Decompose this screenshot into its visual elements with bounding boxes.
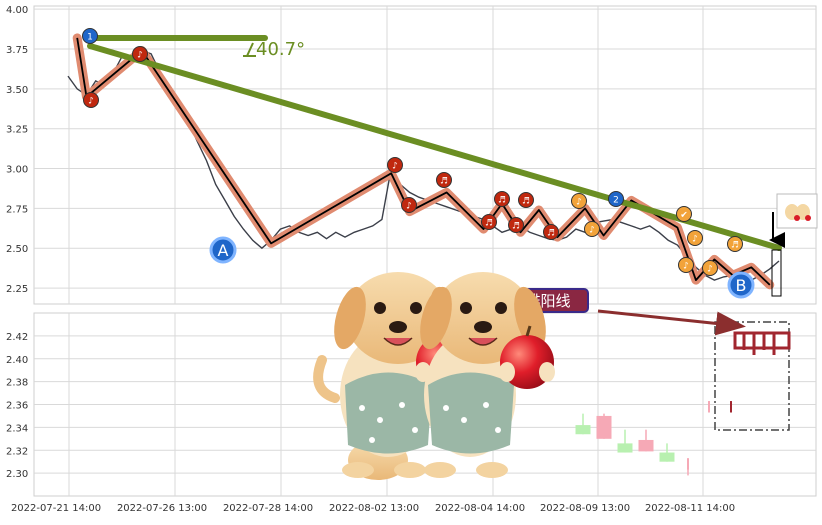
wave-marker-glyph: 2 — [613, 196, 619, 206]
y-tick-label-bottom: 2.42 — [6, 332, 28, 343]
puppy-illustration — [313, 272, 555, 480]
wave-marker-glyph: ♬ — [498, 196, 506, 206]
wave-marker-glyph: ♪ — [707, 265, 713, 275]
wave-marker-glyph: ♬ — [440, 177, 448, 187]
x-tick-label: 2022-07-21 14:00 — [11, 503, 101, 514]
y-tick-label-bottom: 2.30 — [6, 469, 28, 480]
x-axis-ticks: 2022-07-21 14:00 2022-07-26 13:00 2022-07-… — [11, 503, 735, 514]
wave-point-marker: ♪ — [584, 221, 600, 237]
wave-marker-glyph: ♪ — [406, 202, 412, 212]
wave-point-marker: ♬ — [481, 214, 497, 230]
wave-marker-glyph: ♪ — [88, 97, 94, 107]
candle — [575, 413, 591, 435]
wave-marker-glyph: B — [736, 276, 747, 295]
wave-point-marker: ♬ — [508, 217, 524, 233]
y-tick-label-top: 3.75 — [6, 45, 28, 56]
wave-point-marker: ♪ — [387, 157, 403, 173]
wave-marker-glyph: ♪ — [137, 51, 143, 61]
wave-point-marker: ♪ — [702, 260, 718, 276]
y-tick-label-top: 3.00 — [6, 165, 28, 176]
y-tick-label-top: 2.25 — [6, 284, 28, 295]
x-tick-label: 2022-08-09 13:00 — [540, 503, 630, 514]
annotation-box — [714, 321, 790, 431]
wave-marker-glyph: ♪ — [589, 226, 595, 236]
wave-label-marker: B — [727, 271, 755, 299]
wave-marker-glyph: ♬ — [547, 229, 555, 239]
wave-point-marker: ♪ — [83, 92, 99, 108]
trend-line — [87, 43, 782, 251]
wave-marker-glyph: ♬ — [512, 222, 520, 232]
wave-point-marker: ♪ — [687, 230, 703, 246]
angle-annotation: 40.7° — [256, 39, 305, 60]
wave-point-marker: ♬ — [727, 236, 743, 252]
x-tick-label: 2022-07-28 14:00 — [223, 503, 313, 514]
wave-marker-glyph: 1 — [87, 33, 93, 43]
candle-body — [575, 425, 591, 435]
wave-marker-glyph: ♬ — [731, 241, 739, 251]
price-y-ticks: 4.00 3.75 3.50 3.25 3.00 2.75 2.50 2.25 — [6, 5, 28, 295]
candle-body — [659, 452, 675, 462]
y-tick-label-top: 2.75 — [6, 204, 28, 215]
wave-point-marker: ♬ — [494, 191, 510, 207]
wave-point-marker: ♬ — [543, 224, 559, 240]
candle — [596, 413, 612, 439]
candle-body — [596, 415, 612, 439]
candle-body — [708, 401, 710, 413]
x-tick-label: 2022-08-02 13:00 — [329, 503, 419, 514]
wave-point-marker: ✔ — [676, 206, 692, 222]
y-tick-label-bottom: 2.36 — [6, 401, 28, 412]
candle — [659, 443, 675, 462]
wave-marker-glyph: ✔ — [680, 211, 688, 221]
y-tick-label-top: 4.00 — [6, 5, 28, 16]
price-range-box — [771, 249, 782, 297]
candlesticks — [575, 401, 732, 476]
price-panel-frame — [33, 5, 817, 305]
candle — [617, 429, 633, 453]
wave-point-marker: ♬ — [518, 192, 534, 208]
wave-point-marker: ♪ — [401, 197, 417, 213]
wave-point-marker: 1 — [82, 28, 98, 44]
candle-body — [617, 443, 633, 453]
y-tick-label-bottom: 2.38 — [6, 378, 28, 389]
wave-label-marker: A — [209, 236, 237, 264]
pattern-arrow — [597, 309, 746, 336]
wave-marker-glyph: ♬ — [485, 219, 493, 229]
puppy-thumbnail — [776, 193, 818, 229]
puppy-right — [420, 272, 555, 478]
wave-point-marker: ♬ — [436, 172, 452, 188]
y-tick-label-top: 3.50 — [6, 85, 28, 96]
wave-point-marker: 2 — [608, 191, 624, 207]
x-tick-label: 2022-07-26 13:00 — [117, 503, 207, 514]
candle-body — [638, 439, 654, 452]
wave-marker-glyph: ♪ — [392, 162, 398, 172]
wave-marker-glyph: ♪ — [576, 198, 582, 208]
wave-point-marker: ♪ — [571, 193, 587, 209]
wave-marker-glyph: ♬ — [522, 197, 530, 207]
wave-point-marker: ♪ — [132, 46, 148, 62]
y-tick-label-top: 3.25 — [6, 125, 28, 136]
x-tick-label: 2022-08-11 14:00 — [645, 503, 735, 514]
y-tick-label-bottom: 2.32 — [6, 446, 28, 457]
y-tick-label-bottom: 2.40 — [6, 355, 28, 366]
candle — [638, 429, 654, 452]
candle — [687, 458, 689, 476]
wave-point-marker: ♪ — [678, 257, 694, 273]
wave-marker-glyph: ♪ — [692, 235, 698, 245]
y-tick-label-bottom: 2.34 — [6, 423, 28, 434]
wave-marker-glyph: A — [218, 241, 229, 260]
x-tick-label: 2022-08-04 14:00 — [435, 503, 525, 514]
wave-marker-glyph: ♪ — [683, 262, 689, 272]
y-tick-label-top: 2.50 — [6, 244, 28, 255]
candle-body — [687, 458, 689, 470]
pattern-icon — [733, 331, 791, 355]
angle-icon — [243, 42, 256, 57]
wave-markers: 1 ♪ ♪ A ♪ ♪ ♬ ♬ ♬ ♬ ♬ ♬ ♪ ♪ 2 ✔ ♪ ♪ ♪ ♬ B — [82, 28, 755, 299]
candle-y-ticks: 2.42 2.40 2.38 2.36 2.34 2.32 2.30 — [6, 332, 28, 480]
candle — [708, 401, 710, 413]
